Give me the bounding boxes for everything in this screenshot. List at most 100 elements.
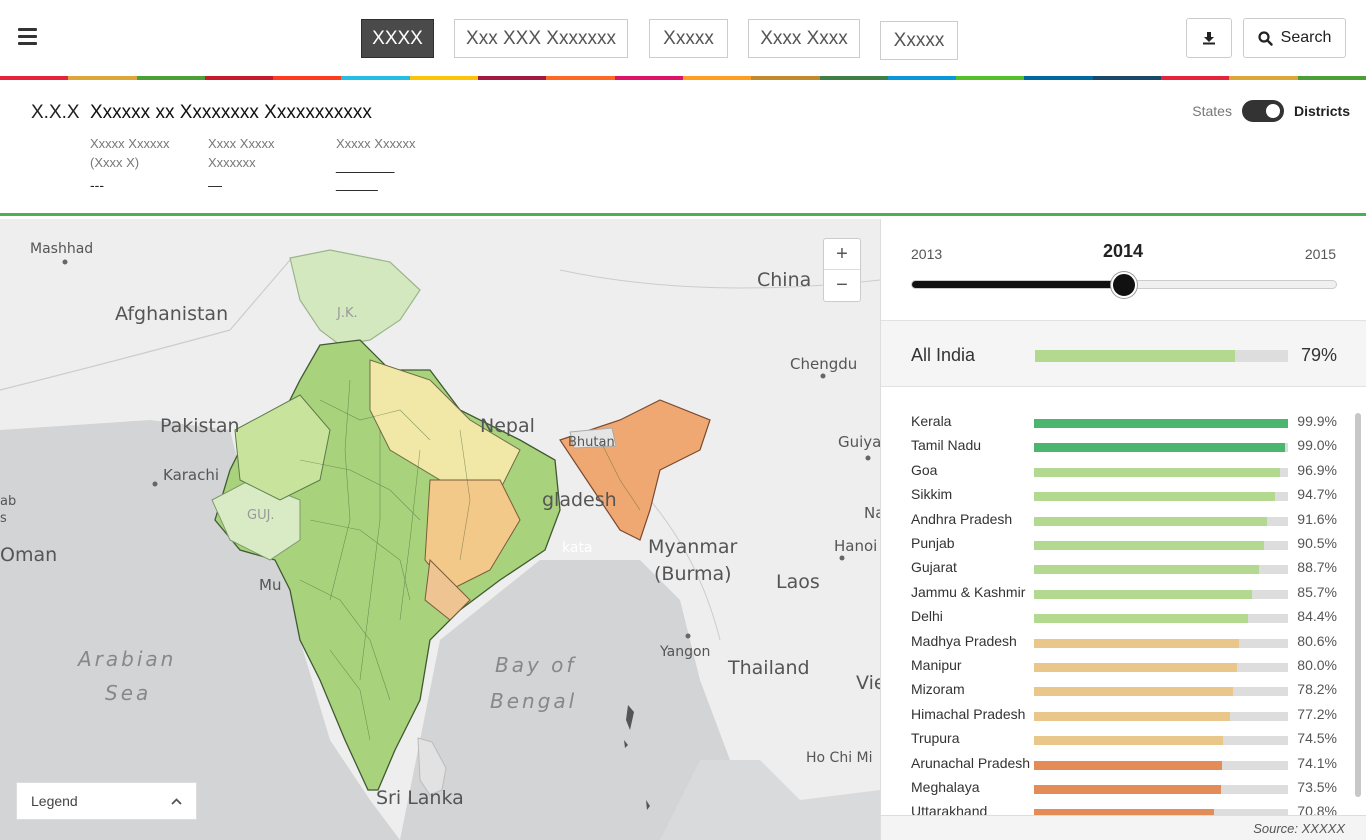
toggle-switch[interactable] [1241, 100, 1284, 122]
map-canvas[interactable]: Mashhad Afghanistan Pakistan Karachi Oma… [0, 219, 880, 840]
stripe-segment [546, 76, 615, 80]
state-row[interactable]: Gujarat 88.7% [911, 559, 1337, 583]
map-label: Na [864, 504, 880, 522]
all-india-value: 79% [1300, 345, 1337, 365]
state-row[interactable]: Trupura 74.5% [911, 730, 1337, 754]
stripe-segment [1161, 76, 1230, 80]
state-row[interactable]: Goa 96.9% [911, 462, 1337, 486]
state-bar-fill [1034, 809, 1214, 817]
meta-label: Xxxxx Xxxxxx [90, 136, 170, 151]
state-list-scrollbar[interactable] [1355, 413, 1361, 797]
state-bar [1034, 736, 1288, 746]
stripe-segment [751, 76, 820, 80]
state-bar [1034, 589, 1288, 599]
legend-label: Legend [31, 793, 78, 809]
sri-lanka-shape [417, 737, 447, 796]
meta-label: Xxxxxxx [208, 155, 256, 170]
toggle-label-districts[interactable]: Districts [1293, 103, 1350, 119]
state-list[interactable]: Kerala 99.9% Tamil Nadu 99.0% Goa 96.9% Sikkim… [881, 413, 1366, 817]
map-label: Pakistan [160, 415, 240, 437]
map-label: (Burma) [654, 563, 732, 585]
map-label: China [757, 269, 811, 291]
map-label: Bengal [490, 689, 577, 713]
data-panel: 2013 2014 2015 All India 79% Kerala 99.9%… [880, 219, 1366, 840]
state-row[interactable]: Sikkim 94.7% [911, 486, 1337, 510]
all-india-bar [1035, 350, 1288, 362]
download-button[interactable] [1186, 18, 1232, 58]
indicator-code: X.X.X [31, 102, 80, 123]
map-label: Arabian [76, 647, 176, 671]
state-bar [1034, 614, 1288, 624]
map-label: Thailand [727, 657, 810, 679]
state-row[interactable]: Manipur 80.0% [911, 657, 1337, 681]
hamburger-menu-icon[interactable] [18, 28, 37, 46]
state-row[interactable]: Andhra Pradesh 91.6% [911, 511, 1337, 535]
state-name: Jammu & Kashmir [911, 583, 1026, 600]
map-label: Sea [105, 681, 151, 705]
state-bar [1034, 541, 1288, 550]
map-label: Karachi [163, 466, 219, 484]
zoom-out-button[interactable]: − [836, 274, 848, 296]
tab-4[interactable]: Xxxx Xxxx [748, 19, 860, 58]
all-india-label: All India [911, 345, 976, 365]
state-row[interactable]: Meghalaya 73.5% [911, 779, 1337, 803]
state-row[interactable]: Delhi 84.4% [911, 608, 1337, 632]
stripe-segment [1024, 76, 1093, 80]
state-value: 73.5% [1297, 779, 1337, 795]
map-label: ab [0, 494, 16, 509]
state-bar [1034, 687, 1288, 697]
tab-1[interactable]: XXXX [361, 19, 434, 58]
stripe-segment [204, 76, 274, 80]
state-bar [1034, 711, 1288, 721]
state-value: 74.5% [1297, 730, 1337, 747]
state-bar-fill [1034, 760, 1223, 770]
year-end-label: 2015 [1304, 246, 1336, 262]
search-button[interactable]: Search [1243, 18, 1346, 58]
state-bar-fill [1034, 638, 1239, 648]
zoom-in-button[interactable]: + [824, 239, 860, 270]
year-slider-handle[interactable] [1111, 272, 1137, 298]
state-bar-fill [1034, 711, 1231, 721]
year-slider[interactable] [911, 272, 1337, 298]
map-label: Myanmar [648, 536, 737, 558]
map-label: s [0, 511, 7, 526]
all-india-bar-fill [1035, 350, 1235, 362]
state-row[interactable]: Himachal Pradesh 77.2% [911, 706, 1337, 730]
tab-5[interactable]: Xxxxx [880, 21, 958, 60]
state-bar-fill [1034, 541, 1264, 550]
map-label: gladesh [542, 489, 617, 511]
tab-2[interactable]: Xxx XXX Xxxxxxx [454, 19, 628, 58]
map-svg: Mashhad Afghanistan Pakistan Karachi Oma… [0, 219, 880, 840]
state-row[interactable]: Kerala 99.9% [911, 413, 1337, 437]
year-start-label: 2013 [911, 246, 943, 262]
state-bar [1034, 467, 1288, 477]
toggle-label-states[interactable]: States [1192, 103, 1232, 119]
state-value: 80.0% [1297, 657, 1337, 673]
state-bar [1034, 443, 1288, 453]
stripe-segment [956, 76, 1025, 80]
state-value: 85.7% [1297, 583, 1337, 600]
state-row[interactable]: Uttarakhand 70.8% [911, 803, 1337, 817]
state-row[interactable]: Madhya Pradesh 80.6% [911, 633, 1337, 657]
meta-label: Xxxxx Xxxxxx [336, 136, 416, 151]
state-row[interactable]: Arunachal Pradesh 74.1% [911, 755, 1337, 779]
state-value: 99.0% [1297, 437, 1337, 454]
state-bar-fill [1034, 785, 1221, 794]
stripe-segment [478, 76, 547, 80]
map-label: Bhutan [568, 435, 615, 450]
state-bar [1034, 785, 1288, 794]
state-bar [1034, 638, 1288, 648]
stripe-segment [409, 76, 479, 80]
state-row[interactable]: Jammu & Kashmir 85.7% [911, 584, 1337, 608]
state-bar-fill [1034, 419, 1288, 428]
state-row[interactable]: Mizoram 78.2% [911, 681, 1337, 705]
state-row[interactable]: Tamil Nadu 99.0% [911, 437, 1337, 461]
state-value: 80.6% [1297, 632, 1337, 649]
legend-toggle[interactable]: Legend [16, 782, 197, 820]
map-label: Vie [856, 672, 880, 694]
state-name: Uttarakhand [911, 803, 988, 817]
tab-3[interactable]: Xxxxx [649, 19, 728, 58]
state-row[interactable]: Punjab 90.5% [911, 535, 1337, 559]
all-india-row: All India 79% [881, 320, 1366, 387]
state-bar [1034, 663, 1288, 672]
